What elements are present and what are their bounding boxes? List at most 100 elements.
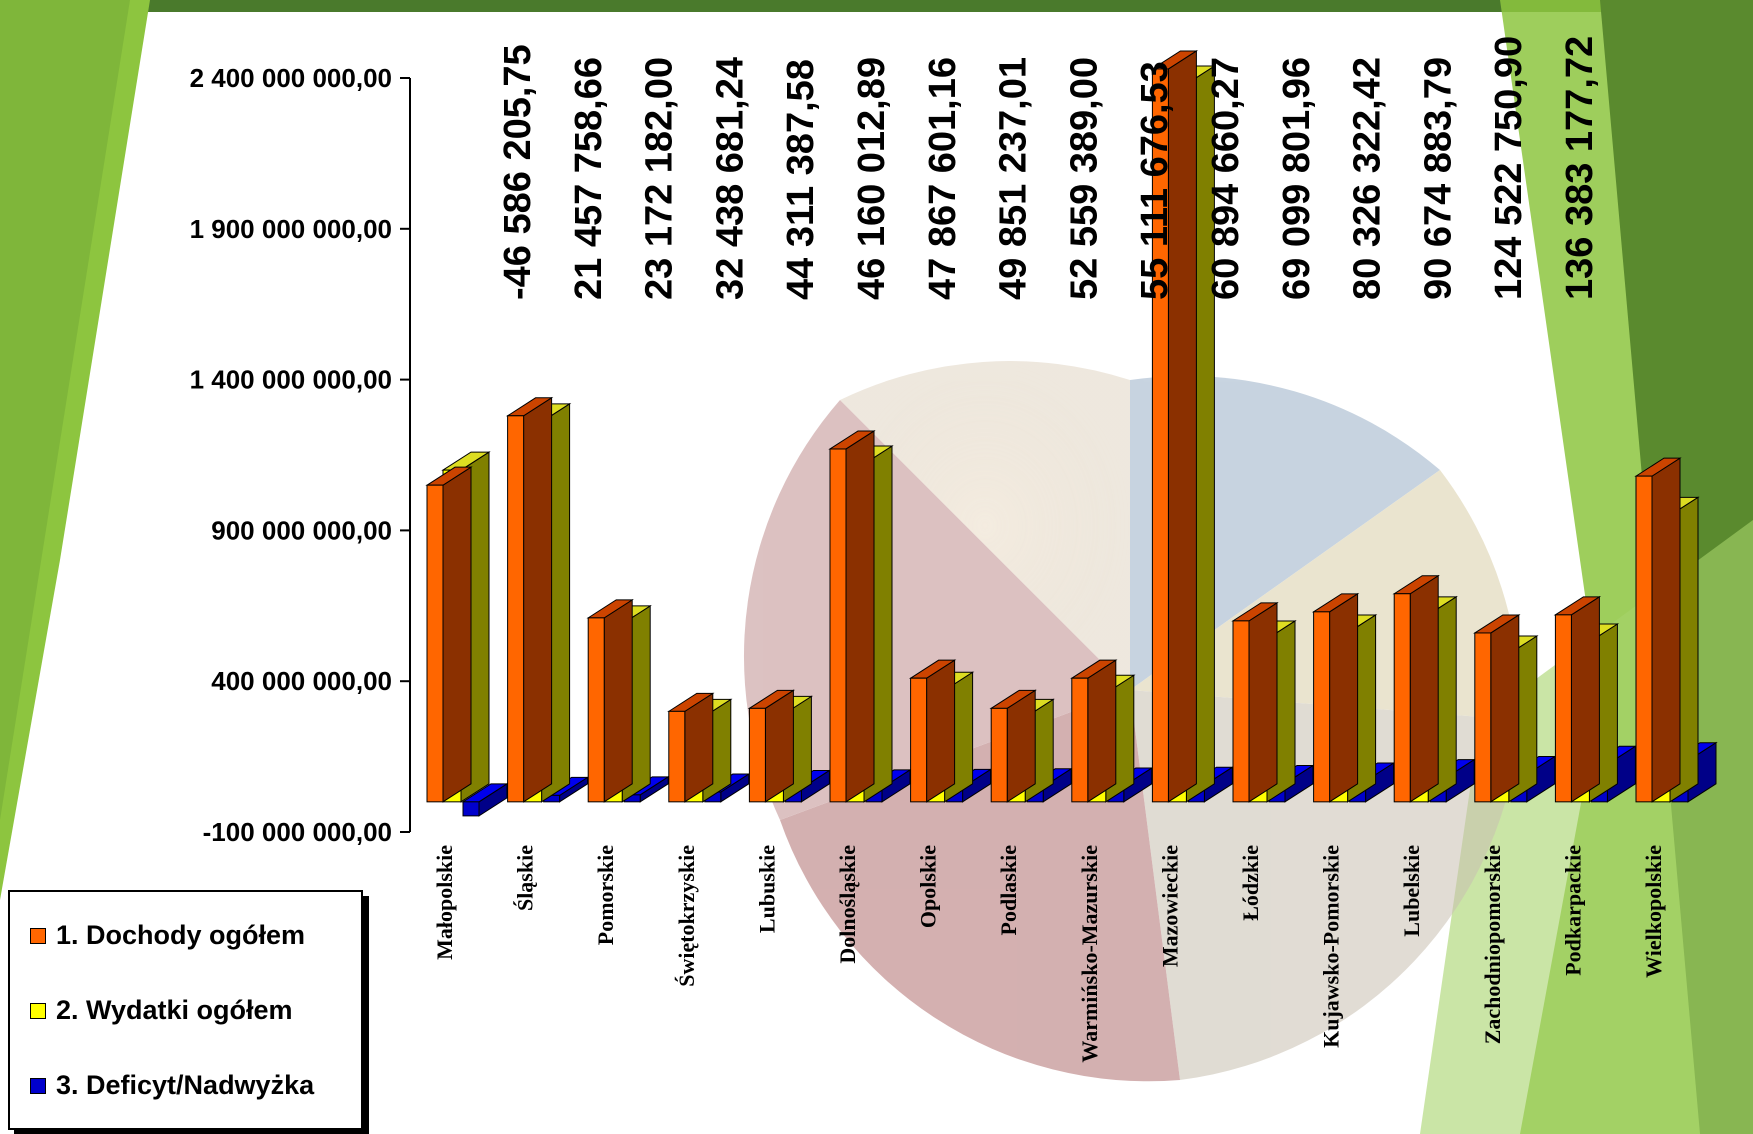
legend-swatch-dochody bbox=[30, 927, 46, 944]
category-label: Opolskie bbox=[916, 845, 941, 928]
category-label: Podkarpackie bbox=[1560, 845, 1585, 976]
bars-group bbox=[425, 50, 1718, 817]
bar-dochody-side bbox=[1087, 659, 1117, 803]
bar-dochody bbox=[1150, 50, 1199, 803]
category-label: Małopolskie bbox=[432, 845, 457, 960]
legend-item-wydatki: 2. Wydatki ogółem bbox=[30, 995, 293, 1026]
category-label: Lubelskie bbox=[1399, 845, 1424, 937]
legend-label-wydatki: 2. Wydatki ogółem bbox=[56, 995, 293, 1025]
value-label: 80 326 322,42 bbox=[1347, 57, 1389, 300]
bar-dochody-front bbox=[1635, 475, 1653, 803]
legend-item-dochody: 1. Dochody ogółem bbox=[30, 920, 305, 951]
bar-dochody bbox=[747, 689, 796, 803]
bar-dochody-side bbox=[684, 692, 714, 803]
bar-dochody-side bbox=[1570, 595, 1600, 803]
bar-dochody-side bbox=[845, 430, 875, 803]
category-label: Łódzkie bbox=[1238, 845, 1263, 921]
bar-dochody-side bbox=[442, 466, 472, 803]
bar-dochody-front bbox=[1393, 593, 1411, 803]
bar-dochody bbox=[1311, 592, 1360, 803]
bar-dochody bbox=[1392, 574, 1440, 803]
y-tick-label: 400 000 000,00 bbox=[211, 666, 392, 696]
value-label: 23 172 182,00 bbox=[639, 57, 681, 300]
bar-dochody-front bbox=[990, 707, 1008, 803]
bar-dochody bbox=[1473, 614, 1521, 803]
bar-dochody-front bbox=[1232, 620, 1250, 803]
bar-dochody bbox=[667, 692, 715, 803]
value-label: 46 160 012,89 bbox=[851, 57, 893, 300]
bar-dochody-front bbox=[587, 617, 605, 803]
bar-dochody-front bbox=[668, 710, 686, 803]
value-label: 60 894 660,27 bbox=[1205, 57, 1247, 300]
bar-dochody-side bbox=[1651, 457, 1681, 803]
bar-dochody-side bbox=[1006, 689, 1036, 803]
legend-label-dochody: 1. Dochody ogółem bbox=[56, 920, 306, 950]
legend-item-deficyt: 3. Deficyt/Nadwyżka bbox=[30, 1070, 314, 1101]
bar-dochody bbox=[586, 598, 634, 803]
value-label: 55 111 676,53 bbox=[1134, 61, 1176, 300]
bar-dochody-front bbox=[1313, 611, 1331, 803]
bar-dochody bbox=[828, 430, 876, 803]
value-label: 69 099 801,96 bbox=[1276, 57, 1318, 300]
y-tick-label: 1 400 000 000,00 bbox=[190, 365, 392, 395]
bar-dochody-front bbox=[426, 484, 444, 803]
legend-label-deficyt: 3. Deficyt/Nadwyżka bbox=[56, 1070, 315, 1100]
y-axis: -100 000 000,00 400 000 000,00 900 000 000… bbox=[190, 63, 411, 847]
bar-dochody-side bbox=[523, 396, 553, 803]
bar-dochody-front bbox=[910, 677, 928, 803]
legend-swatch-wydatki bbox=[30, 1002, 46, 1019]
bar-dochody bbox=[989, 689, 1037, 803]
bar-dochody-front bbox=[829, 448, 847, 803]
value-label: 52 559 389,00 bbox=[1063, 57, 1105, 300]
value-label: 124 522 750,90 bbox=[1488, 36, 1530, 300]
bar-dochody bbox=[1553, 595, 1602, 803]
bar-dochody-side bbox=[1248, 601, 1278, 803]
bar-dochody-front bbox=[1474, 632, 1492, 803]
category-label: Świętokrzyskie bbox=[674, 845, 699, 987]
category-label: Pomorskie bbox=[593, 845, 618, 945]
category-label: Lubuskie bbox=[754, 845, 779, 933]
category-label: Podlaskie bbox=[996, 845, 1021, 936]
y-tick-label: 1 900 000 000,00 bbox=[190, 214, 392, 244]
bar-dochody bbox=[505, 396, 554, 803]
y-tick-label: 900 000 000,00 bbox=[211, 515, 392, 545]
bar-dochody bbox=[1231, 601, 1279, 803]
legend: 1. Dochody ogółem 2. Wydatki ogółem 3. D… bbox=[8, 890, 363, 1130]
bar-dochody bbox=[908, 659, 957, 803]
category-label: Śląskie bbox=[513, 845, 538, 911]
value-label: 32 438 681,24 bbox=[709, 57, 751, 300]
value-label: 21 457 758,66 bbox=[568, 57, 610, 300]
bar-dochody-side bbox=[1329, 592, 1359, 803]
value-label: 44 311 387,58 bbox=[780, 59, 822, 300]
y-tick-label: -100 000 000,00 bbox=[203, 817, 392, 847]
bar-dochody bbox=[1070, 659, 1118, 803]
value-label: 49 851 237,01 bbox=[993, 57, 1035, 300]
value-label: -46 586 205,75 bbox=[497, 44, 539, 300]
bar-dochody-side bbox=[926, 659, 956, 803]
bar-deficyt bbox=[461, 782, 509, 817]
category-labels-group: Małopolskie Śląskie Pomorskie Świętokrzyski… bbox=[432, 845, 1666, 1063]
bar-deficyt-front bbox=[462, 801, 480, 817]
category-label: Mazowieckie bbox=[1157, 845, 1182, 967]
bar-dochody-side bbox=[1409, 574, 1439, 803]
category-label: Dolnośląskie bbox=[835, 845, 860, 964]
bar-dochody-front bbox=[748, 707, 766, 803]
y-tick-label: 2 400 000 000,00 bbox=[190, 63, 392, 93]
value-labels-group: -46 586 205,75 21 457 758,66 23 172 182,00… bbox=[497, 36, 1601, 300]
category-label: Zachodniopomorskie bbox=[1480, 845, 1505, 1044]
bar-dochody bbox=[1634, 457, 1682, 803]
bar-dochody-side bbox=[603, 598, 633, 803]
category-label: Warmińsko-Mazurskie bbox=[1077, 845, 1102, 1063]
bar-dochody-front bbox=[1554, 614, 1572, 803]
bar-dochody-side bbox=[764, 689, 794, 803]
bar-dochody-side bbox=[1490, 614, 1520, 803]
value-label: 90 674 883,79 bbox=[1417, 57, 1459, 300]
bar-dochody bbox=[425, 466, 473, 803]
value-label: 136 383 177,72 bbox=[1559, 36, 1601, 300]
bar-dochody-front bbox=[1151, 68, 1169, 803]
bar-dochody-front bbox=[1071, 677, 1089, 803]
category-label: Kujawsko-Pomorskie bbox=[1319, 845, 1344, 1048]
legend-swatch-deficyt bbox=[30, 1077, 46, 1094]
category-label: Wielkopolskie bbox=[1641, 845, 1666, 978]
